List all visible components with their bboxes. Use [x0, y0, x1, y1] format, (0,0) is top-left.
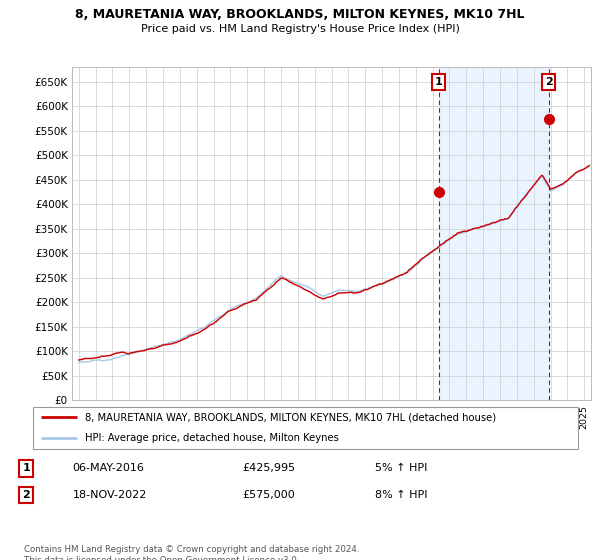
- Text: 2: 2: [545, 77, 553, 87]
- Bar: [439, 67, 548, 400]
- Text: Contains HM Land Registry data © Crown copyright and database right 2024.
This d: Contains HM Land Registry data © Crown c…: [24, 545, 359, 560]
- Text: £575,000: £575,000: [242, 490, 295, 500]
- FancyBboxPatch shape: [33, 407, 578, 449]
- Text: 8, MAURETANIA WAY, BROOKLANDS, MILTON KEYNES, MK10 7HL (detached house): 8, MAURETANIA WAY, BROOKLANDS, MILTON KE…: [85, 412, 496, 422]
- Text: 8% ↑ HPI: 8% ↑ HPI: [375, 490, 427, 500]
- Text: 18-NOV-2022: 18-NOV-2022: [73, 490, 147, 500]
- Text: Price paid vs. HM Land Registry's House Price Index (HPI): Price paid vs. HM Land Registry's House …: [140, 24, 460, 34]
- Text: 06-MAY-2016: 06-MAY-2016: [73, 464, 145, 474]
- Text: 1: 1: [435, 77, 443, 87]
- Text: £425,995: £425,995: [242, 464, 296, 474]
- Text: HPI: Average price, detached house, Milton Keynes: HPI: Average price, detached house, Milt…: [85, 433, 339, 444]
- Text: 5% ↑ HPI: 5% ↑ HPI: [375, 464, 427, 474]
- Text: 8, MAURETANIA WAY, BROOKLANDS, MILTON KEYNES, MK10 7HL: 8, MAURETANIA WAY, BROOKLANDS, MILTON KE…: [75, 8, 525, 21]
- Text: 2: 2: [23, 490, 30, 500]
- Text: 1: 1: [23, 464, 30, 474]
